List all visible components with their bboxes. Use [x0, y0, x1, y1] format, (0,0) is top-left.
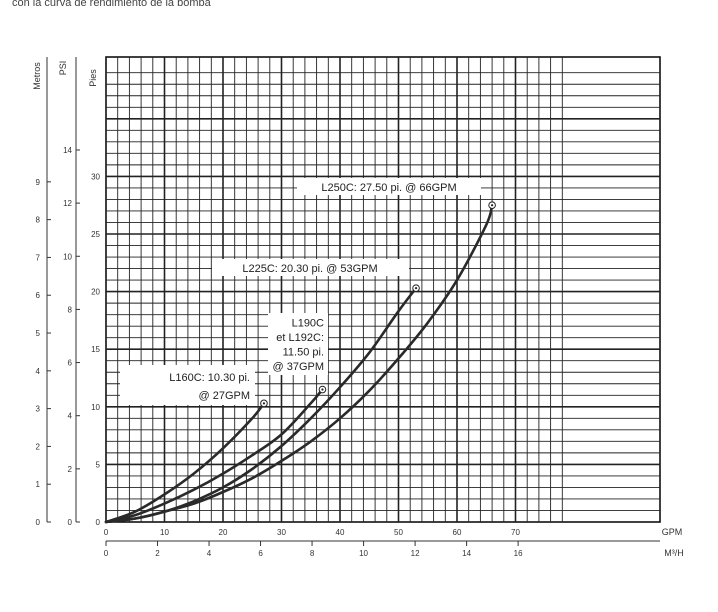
y-tick-label-pies: 25	[91, 230, 100, 239]
callout-box-l250c	[297, 178, 481, 195]
callout-label-l190c-et-l192c: et L192C:	[276, 332, 324, 344]
endpoint-dot-l225c	[414, 287, 418, 290]
x-tick-label-gpm: 20	[219, 528, 228, 537]
x-axis-title-gpm: GPM	[662, 527, 683, 537]
y-tick-label-pies: 15	[91, 345, 100, 354]
plot-frame	[105, 56, 661, 523]
y-tick-label-psi: 4	[68, 412, 73, 421]
callout-label-l190c-et-l192c: 11.50 pi.	[283, 346, 324, 358]
y-tick-label-psi: 0	[68, 518, 73, 527]
y-tick-label-pies: 30	[91, 172, 100, 181]
callout-label-l160c: L160C: 10.30 pi.	[169, 372, 250, 384]
y-tick-label-pies: 10	[91, 403, 100, 412]
endpoint-dot-l250c	[491, 204, 494, 207]
chart-callouts: L160C: 10.30 pi. @ 27GPM L190C et L192C: 11.…	[120, 178, 481, 405]
y-tick-label-psi: 2	[68, 465, 73, 474]
y-tick-label-psi: 6	[68, 359, 73, 368]
x-tick-label-m3h: 0	[104, 549, 109, 558]
series-line-l160c	[104, 402, 266, 524]
x-tick-label-m3h: 8	[310, 549, 315, 558]
y-tick-label-pies: 5	[96, 460, 101, 469]
y-tick-label-psi: 14	[63, 146, 72, 155]
y-axis-title-psi: PSI	[58, 61, 68, 76]
x-tick-label-gpm: 30	[277, 528, 286, 537]
y-tick-label-metros: 9	[36, 178, 41, 187]
x-axis-title-m3h: M³/H	[664, 548, 684, 558]
x-tick-label-m3h: 4	[207, 549, 212, 558]
callout-label-l225c: L225C: 20.30 pi. @ 53GPM	[242, 263, 377, 275]
endpoint-dot-l160c	[262, 402, 266, 405]
y-tick-label-psi: 12	[63, 199, 72, 208]
y-tick-label-metros: 5	[36, 329, 41, 338]
y-tick-label-metros: 3	[36, 405, 41, 414]
x-tick-label-m3h: 10	[359, 549, 368, 558]
x-tick-label-m3h: 12	[411, 549, 420, 558]
y-tick-label-metros: 0	[36, 518, 41, 527]
callout-box-l160c	[120, 365, 255, 405]
x-tick-label-m3h: 6	[258, 549, 263, 558]
y-tick-label-pies: 0	[96, 518, 101, 527]
chart-series	[104, 201, 496, 524]
y-tick-label-pies: 20	[91, 288, 100, 297]
y-tick-label-metros: 1	[36, 480, 41, 489]
series-line-l250c	[104, 203, 494, 524]
x-tick-label-gpm: 70	[511, 528, 520, 537]
y-tick-label-metros: 6	[36, 291, 41, 300]
y-tick-label-psi: 10	[63, 252, 72, 261]
callout-label-l190c-et-l192c: L190C	[292, 317, 324, 329]
x-tick-label-m3h: 14	[462, 549, 471, 558]
x-tick-label-gpm: 40	[336, 528, 345, 537]
x-tick-label-gpm: 10	[160, 528, 169, 537]
y-tick-label-metros: 8	[36, 216, 41, 225]
x-tick-label-m3h: 2	[155, 549, 160, 558]
y-tick-label-metros: 2	[36, 442, 41, 451]
series-line-l190c-et-l192c	[104, 388, 324, 524]
callout-box-l225c	[212, 259, 409, 276]
clipped-top-text: con la curva de rendimiento de la bomba	[12, 0, 212, 9]
y-axis-title-metros: Metros	[32, 62, 42, 90]
y-axis-title-pies: Pies	[88, 69, 98, 87]
x-tick-label-m3h: 16	[514, 549, 523, 558]
endpoint-dot-l190c-et-l192c	[321, 388, 324, 391]
chart-grid	[105, 56, 661, 523]
callout-box-l190c-et-l192c	[268, 313, 328, 375]
y-tick-label-metros: 4	[36, 367, 41, 376]
x-tick-label-gpm: 50	[394, 528, 403, 537]
callout-label-l190c-et-l192c: @ 37GPM	[272, 361, 324, 373]
y-tick-label-psi: 8	[68, 305, 73, 314]
callout-label-l250c: L250C: 27.50 pi. @ 66GPM	[321, 182, 456, 194]
y-tick-label-metros: 7	[36, 253, 41, 262]
x-tick-label-gpm: 0	[104, 528, 109, 537]
callout-label-l160c: @ 27GPM	[198, 390, 250, 402]
x-tick-label-gpm: 60	[453, 528, 462, 537]
